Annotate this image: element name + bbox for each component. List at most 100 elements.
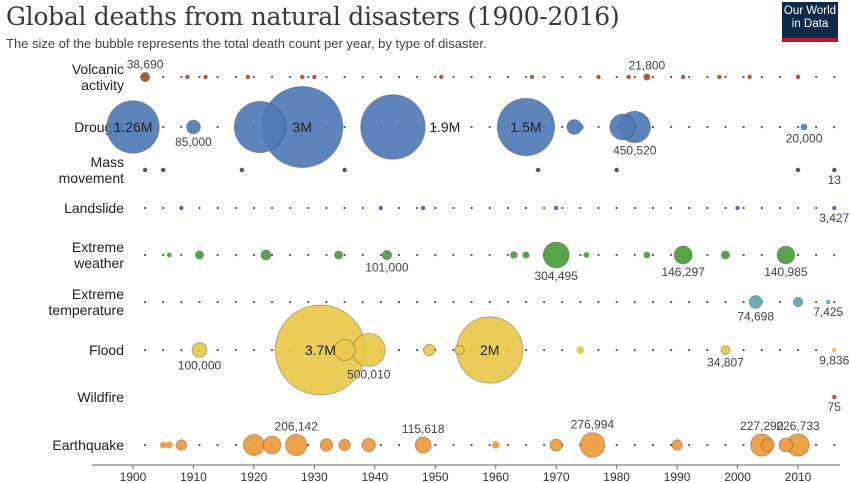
row-tick-dot [815,206,818,210]
row-tick-dot [416,75,419,79]
bubble-earthquake [414,436,432,454]
data-label-earthquake: 206,142 [275,419,319,433]
row-tick-dot [706,300,709,304]
bubble-mass-movement [614,167,619,173]
row-tick-dot [742,443,745,447]
bubble-drought [496,97,556,157]
bubble-extreme-temperature [792,296,804,308]
row-tick-dot [198,206,201,210]
row-tick-dot [180,75,183,79]
row-tick-dot [452,300,455,304]
bubble-volcanic-activity [680,74,686,80]
row-tick-dot [289,253,292,257]
row-tick-dot [669,300,673,304]
bubble-volcanic-activity [245,74,251,80]
row-tick-dot [488,75,491,79]
row-tick-dot [724,206,727,210]
bubble-mass-movement [535,167,541,173]
row-tick-dot [760,348,763,352]
row-tick-dot [669,206,673,210]
bubble-volcanic-activity [747,74,752,80]
data-label-extreme-temperature: 7,425 [813,305,843,319]
row-tick-dot [742,75,745,79]
row-tick-dot [434,443,437,447]
row-label-extreme-temperature: Extreme [72,286,124,302]
bubble-volcanic-activity [795,74,801,80]
bubble-extreme-weather [260,249,272,261]
row-tick-dot [579,253,582,257]
row-tick-dot [615,253,618,257]
row-tick-dot [289,75,292,79]
row-label-landslide: Landslide [64,200,124,216]
data-label-drought: 1.5M [510,119,541,135]
row-tick-dot [470,443,473,447]
row-tick-dot [470,206,473,210]
row-tick-dot [524,443,528,447]
row-tick-dot [815,443,818,447]
bubble-volcanic-activity [643,73,651,81]
x-tick-label: 1900 [120,470,147,483]
bubble-extreme-weather [542,241,570,269]
row-tick-dot [524,300,528,304]
row-label-extreme-temperature: temperature [49,302,125,318]
bubble-volcanic-activity [312,74,317,80]
row-tick-dot [815,125,818,129]
bubble-extreme-weather [510,251,518,259]
row-tick-dot [234,300,237,304]
bubble-earthquake [361,437,376,453]
row-tick-dot [143,300,147,304]
bubble-drought [106,100,160,154]
x-tick-label: 1990 [664,470,691,483]
bubble-mass-movement [832,167,837,173]
data-label-drought: 1.9M [429,119,460,135]
row-tick-dot [434,125,437,129]
row-tick-dot [615,348,618,352]
row-tick-dot [470,75,473,79]
row-tick-dot [669,75,673,79]
row-tick-dot [688,300,691,304]
bubble-volcanic-activity [596,74,601,80]
bubble-volcanic-activity [717,74,722,80]
row-tick-dot [325,300,328,304]
bubble-volcanic-activity [185,74,190,80]
row-tick-dot [488,253,491,257]
row-tick-dot [688,206,691,210]
row-tick-dot [815,75,818,79]
row-label-wildfire: Wildfire [77,389,124,405]
bubble-landslide [735,205,740,211]
owid-logo[interactable]: Our World in Data [782,2,838,42]
row-tick-dot [307,443,310,447]
row-tick-dot [361,300,364,304]
data-label-drought: 3M [293,119,312,135]
x-tick-label: 1950 [422,470,449,483]
row-label-extreme-weather: weather [73,255,124,271]
row-tick-dot [815,348,818,352]
row-tick-dot [597,253,600,257]
row-tick-dot [162,300,165,304]
bubble-earthquake [175,439,188,451]
row-tick-dot [833,443,836,447]
bubble-landslide [553,205,559,211]
row-tick-dot [416,348,419,352]
bubble-mass-movement [342,167,347,173]
row-tick-dot [669,443,673,447]
row-label-earthquake: Earthquake [52,437,124,453]
chart-subtitle: The size of the bubble represents the to… [6,36,487,51]
row-tick-dot [833,125,836,129]
row-tick-dot [633,300,636,304]
row-tick-dot [216,300,219,304]
row-tick-dot [561,300,564,304]
x-tick-label: 1930 [301,470,328,483]
data-label-flood: 2M [480,342,499,358]
x-tick-label: 2010 [785,470,812,483]
bubble-extreme-weather [776,245,796,265]
row-tick-dot [397,443,401,447]
row-tick-dot [651,206,655,210]
row-tick-dot [597,206,600,210]
row-tick-dot [216,443,219,447]
row-tick-dot [452,253,455,257]
row-tick-dot [252,300,256,304]
bubble-earthquake [778,437,794,453]
row-tick-dot [488,300,491,304]
row-tick-dot [343,125,346,129]
